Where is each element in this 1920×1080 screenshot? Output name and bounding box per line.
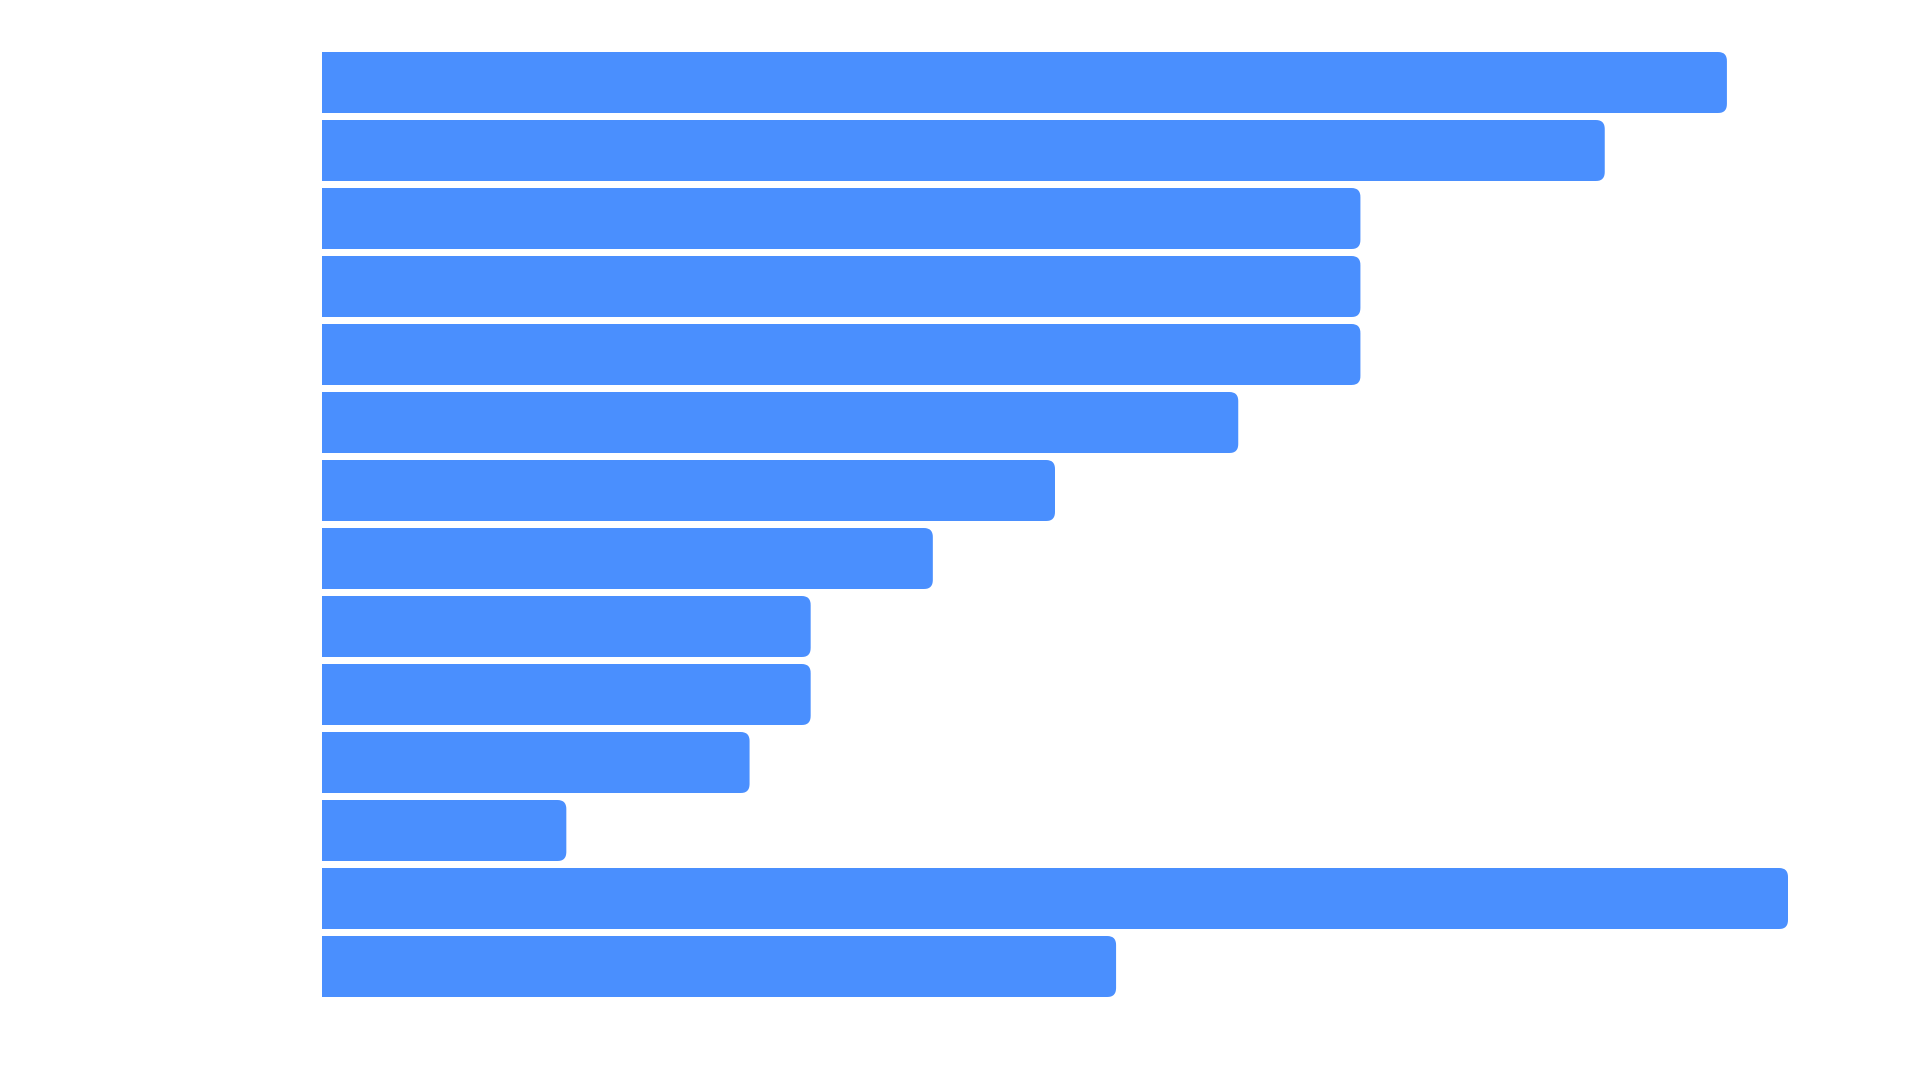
bar-5	[322, 324, 1361, 385]
bar-3	[322, 188, 1361, 249]
bar-11	[322, 732, 750, 793]
bar-1	[322, 52, 1727, 113]
bar-9	[322, 596, 811, 657]
bar-2	[322, 120, 1605, 181]
bar-7	[322, 460, 1055, 521]
bar-10	[322, 664, 811, 725]
bar-12	[322, 800, 567, 861]
bar-13	[322, 868, 1788, 929]
bar-14	[322, 936, 1117, 997]
bar-6	[322, 392, 1239, 453]
bar-4	[322, 256, 1361, 317]
bars-group	[322, 52, 1788, 997]
bar-8	[322, 528, 933, 589]
